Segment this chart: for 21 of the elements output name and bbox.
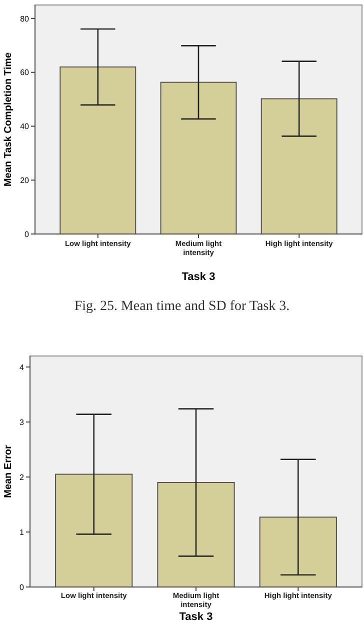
y-tick-label: 2 <box>20 472 25 482</box>
y-tick-label: 60 <box>20 68 30 78</box>
bar <box>259 516 337 588</box>
bar <box>157 482 235 588</box>
y-tick-label: 0 <box>24 230 30 239</box>
bar <box>60 66 136 234</box>
y-tick-label: 3 <box>20 418 25 427</box>
y-axis-title: Mean Task Completion Time <box>3 52 14 187</box>
y-tick-label: 40 <box>20 122 30 132</box>
bar <box>260 98 338 234</box>
y-tick-label: 0 <box>20 582 25 592</box>
bar <box>55 474 133 588</box>
x-axis-title: Task 3 <box>179 611 213 623</box>
y-tick-label: 80 <box>20 14 30 24</box>
y-axis-title: Mean Error <box>3 444 14 498</box>
y-tick-label: 20 <box>20 176 30 185</box>
bar <box>160 82 237 234</box>
caption: Fig. 25. Mean time and SD for Task 3. <box>74 299 290 314</box>
y-tick-label: 1 <box>20 528 25 537</box>
x-axis-title: Task 3 <box>182 271 216 283</box>
y-tick-label: 4 <box>20 362 25 372</box>
